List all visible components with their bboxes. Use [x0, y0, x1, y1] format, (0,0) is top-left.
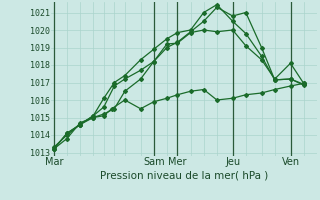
X-axis label: Pression niveau de la mer( hPa ): Pression niveau de la mer( hPa ) — [100, 170, 268, 180]
